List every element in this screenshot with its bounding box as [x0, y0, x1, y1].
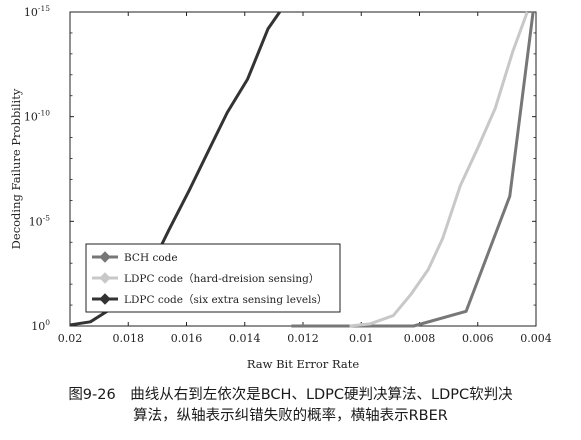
legend-swatch-marker — [99, 272, 111, 284]
x-tick-label: 0.016 — [171, 332, 203, 345]
y-tick-base: 10 — [29, 215, 43, 228]
y-tick-base: 10 — [24, 6, 38, 19]
chart: 0.02 0.018 0.016 0.014 0.012 0.01 0.008 0.006 0.… — [9, 4, 552, 371]
figure-caption-line-1: 图9-26 曲线从右到左依次是BCH、LDPC硬判决算法、LDPC软判决 — [68, 387, 513, 403]
y-axis-label: Decoding Failure Probbility — [9, 88, 23, 249]
y-tick-exponent: -15 — [38, 4, 50, 13]
y-tick-label: 10-15 — [24, 4, 50, 19]
x-tick-label: 0.02 — [58, 332, 83, 345]
y-tick-base: 10 — [31, 320, 45, 333]
y-tick-exponent: -10 — [38, 109, 50, 118]
x-tick-label: 0.012 — [287, 332, 319, 345]
legend-label-3: LDPC code（six extra sensing levels） — [124, 294, 327, 306]
x-tick-label: 0.004 — [520, 332, 552, 345]
x-tick-label: 0.008 — [404, 332, 436, 345]
y-tick-label: 100 — [31, 318, 50, 333]
x-tick-label: 0.01 — [349, 332, 374, 345]
y-tick-label: 10-10 — [24, 109, 50, 124]
x-axis-label: Raw Bit Error Rate — [247, 357, 360, 371]
figure-caption-line-2: 算法，纵轴表示纠错失败的概率，横轴表示RBER — [133, 408, 448, 424]
y-tick-exponent: 0 — [45, 318, 50, 327]
y-tick-exponent: -5 — [43, 213, 51, 222]
series-line-1 — [291, 11, 535, 328]
x-tick-label: 0.014 — [229, 332, 261, 345]
y-tick-base: 10 — [24, 111, 38, 124]
legend-label-2: LDPC code（hard-dreision sensing） — [124, 273, 319, 285]
x-tick-label: 0.018 — [113, 332, 145, 345]
legend-swatch-marker — [99, 293, 111, 305]
legend: BCH code LDPC code（hard-dreision sensing）… — [85, 243, 341, 313]
x-tick-label: 0.006 — [462, 332, 494, 345]
legend-label-1: BCH code — [124, 252, 178, 264]
legend-box — [85, 243, 341, 313]
y-tick-label: 10-5 — [29, 213, 51, 228]
legend-swatch-marker — [99, 251, 111, 263]
series-line-2 — [349, 11, 529, 328]
